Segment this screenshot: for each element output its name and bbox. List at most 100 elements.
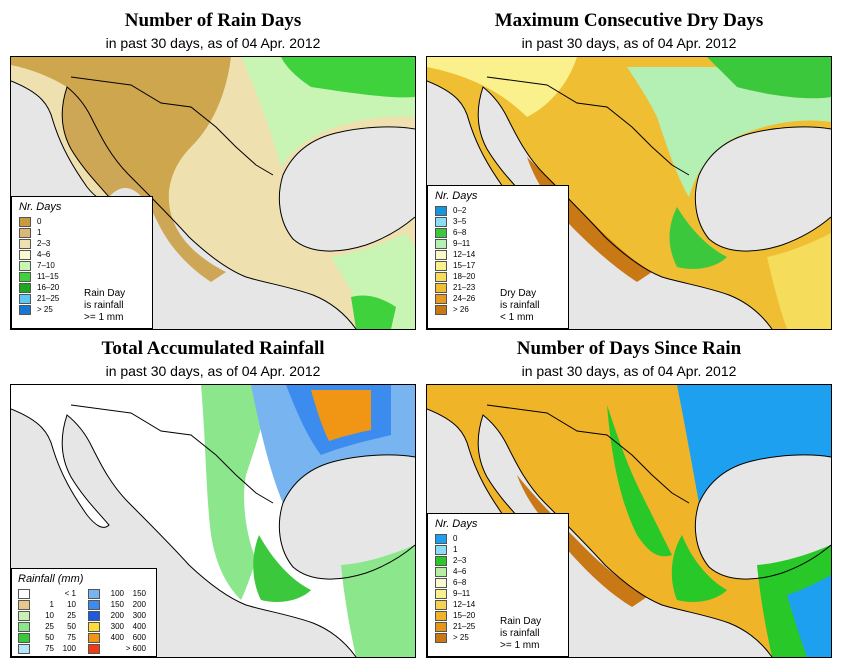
legend-range-high: 400 (132, 622, 146, 631)
legend-item: 10 25 (18, 610, 76, 621)
legend-item: 18–20 (435, 271, 563, 282)
legend-label: 21–23 (453, 283, 476, 292)
legend-swatch (435, 599, 447, 610)
legend-swatch (19, 260, 31, 271)
us-mexico-border (70, 76, 274, 176)
legend-range-low: 25 (45, 622, 54, 631)
legend-label: 2–3 (37, 239, 51, 248)
legend-label: > 26 (453, 305, 469, 314)
legend-dry-days: Nr. Days 0–2 3–5 6–8 9–11 12–14 15–17 18–20 21–… (427, 185, 569, 329)
legend-item: 9–11 (435, 588, 563, 599)
legend-range-low: 100 (110, 589, 124, 598)
legend-range-high: 50 (67, 622, 76, 631)
map-dry-days: Nr. Days 0–2 3–5 6–8 9–11 12–14 15–17 18–20 21–… (426, 56, 832, 330)
legend-swatch (435, 588, 447, 599)
legend-item: > 25 (435, 632, 563, 643)
legend-range-high: 300 (132, 611, 146, 620)
zone-longest (517, 475, 647, 607)
legend-item: > 25 (19, 304, 147, 315)
legend-col-left: < 1 1 10 10 25 25 50 50 75 75 100 (18, 588, 76, 654)
legend-swatch (435, 621, 447, 632)
map-total-rain: Rainfall (mm) < 1 1 10 10 25 25 50 50 75 75 100 10… (10, 384, 416, 658)
legend-item: 21–23 (435, 282, 563, 293)
legend-title: Nr. Days (19, 201, 62, 213)
legend-range-high: 150 (132, 589, 146, 598)
legend-range-high: > 600 (125, 644, 146, 653)
legend-item: 0–2 (435, 205, 563, 216)
legend-label: 9–11 (453, 239, 471, 248)
panel-title: Number of Days Since Rain (516, 338, 742, 359)
legend-label: 15–17 (453, 261, 476, 270)
us-mexico-border (70, 404, 274, 504)
legend-note-line: < 1 mm (500, 312, 534, 323)
legend-item: 1 10 (18, 599, 76, 610)
legend-note-line: is rainfall (84, 300, 124, 311)
legend-item: < 1 (18, 588, 76, 599)
legend-label: 11–15 (37, 272, 59, 281)
legend-swatch (88, 599, 100, 610)
zone-yucatan (767, 233, 831, 329)
legend-swatch (19, 227, 31, 238)
legend-note-line: Rain Day (84, 288, 126, 299)
zone-zero-rain (11, 57, 231, 282)
legend-label: 9–11 (453, 589, 471, 598)
legend-swatch (19, 282, 31, 293)
legend-swatch (435, 555, 447, 566)
legend-note-line: Dry Day (500, 288, 537, 299)
panel-dry-days: Maximum Consecutive Dry Days in past 30 … (426, 10, 832, 336)
legend-swatch (19, 304, 31, 315)
legend-swatch (435, 205, 447, 216)
legend-swatch (435, 566, 447, 577)
legend-item: 6–8 (435, 577, 563, 588)
legend-item: 16–20 (19, 282, 147, 293)
legend-note: Rain Day is rainfall >= 1 mm (500, 616, 541, 652)
legend-item: 50 75 (18, 632, 76, 643)
legend-rows: 0 1 2–3 4–6 6–8 9–11 12–14 15–20 21–25 > 25 (435, 533, 563, 643)
legend-label: 1 (453, 545, 458, 554)
legend-swatch (18, 599, 30, 610)
legend-swatch (435, 577, 447, 588)
legend-total-rain: Rainfall (mm) < 1 1 10 10 25 25 50 50 75 75 100 10… (11, 568, 157, 657)
zone-central-america (351, 295, 396, 329)
legend-columns: < 1 1 10 10 25 25 50 50 75 75 100 100 150 150 200 200 3… (18, 588, 150, 654)
zone-yucatan (341, 545, 415, 657)
zone-moist (627, 67, 831, 197)
panel-title: Maximum Consecutive Dry Days (494, 10, 764, 31)
legend-range-low: 75 (45, 644, 54, 653)
legend-item: 4–6 (19, 249, 147, 260)
legend-label: 4–6 (37, 250, 51, 259)
legend-note: Dry Day is rainfall < 1 mm (500, 288, 539, 324)
legend-item: 25 50 (18, 621, 76, 632)
legend-label: 2–3 (453, 556, 467, 565)
legend-item: 0 (19, 216, 147, 227)
map-canvas (11, 57, 415, 329)
legend-label: 6–8 (453, 228, 467, 237)
legend-note-line: is rainfall (500, 300, 540, 311)
legend-item: 3–5 (435, 216, 563, 227)
legend-range-high: 200 (132, 600, 146, 609)
legend-label: 0–2 (453, 206, 467, 215)
panel-subtitle: in past 30 days, as of 04 Apr. 2012 (105, 35, 321, 51)
legend-item: 4–6 (435, 566, 563, 577)
legend-swatch (435, 304, 447, 315)
legend-swatch (19, 293, 31, 304)
coastline (427, 408, 773, 657)
zone-wet (281, 57, 415, 98)
legend-item: 12–14 (435, 599, 563, 610)
zone-veracruz (671, 535, 727, 602)
map-since-rain: Nr. Days 0 1 2–3 4–6 6–8 9–11 12–14 15–20 21–25 >… (426, 384, 832, 658)
legend-label: 4–6 (453, 567, 467, 576)
zone-rain-today (677, 385, 831, 503)
legend-range-low: 10 (45, 611, 54, 620)
legend-label: 18–20 (453, 272, 476, 281)
panel-title: Total Accumulated Rainfall (101, 338, 325, 359)
panel-since-rain: Number of Days Since Rain in past 30 day… (426, 338, 832, 664)
zone-moderate (201, 385, 271, 600)
legend-swatch (435, 293, 447, 304)
gulf-coastline (278, 126, 415, 252)
legend-range-low: 300 (110, 622, 124, 631)
coastline (11, 80, 357, 329)
legend-swatch (435, 227, 447, 238)
legend-swatch (18, 588, 30, 599)
legend-swatch (435, 533, 447, 544)
